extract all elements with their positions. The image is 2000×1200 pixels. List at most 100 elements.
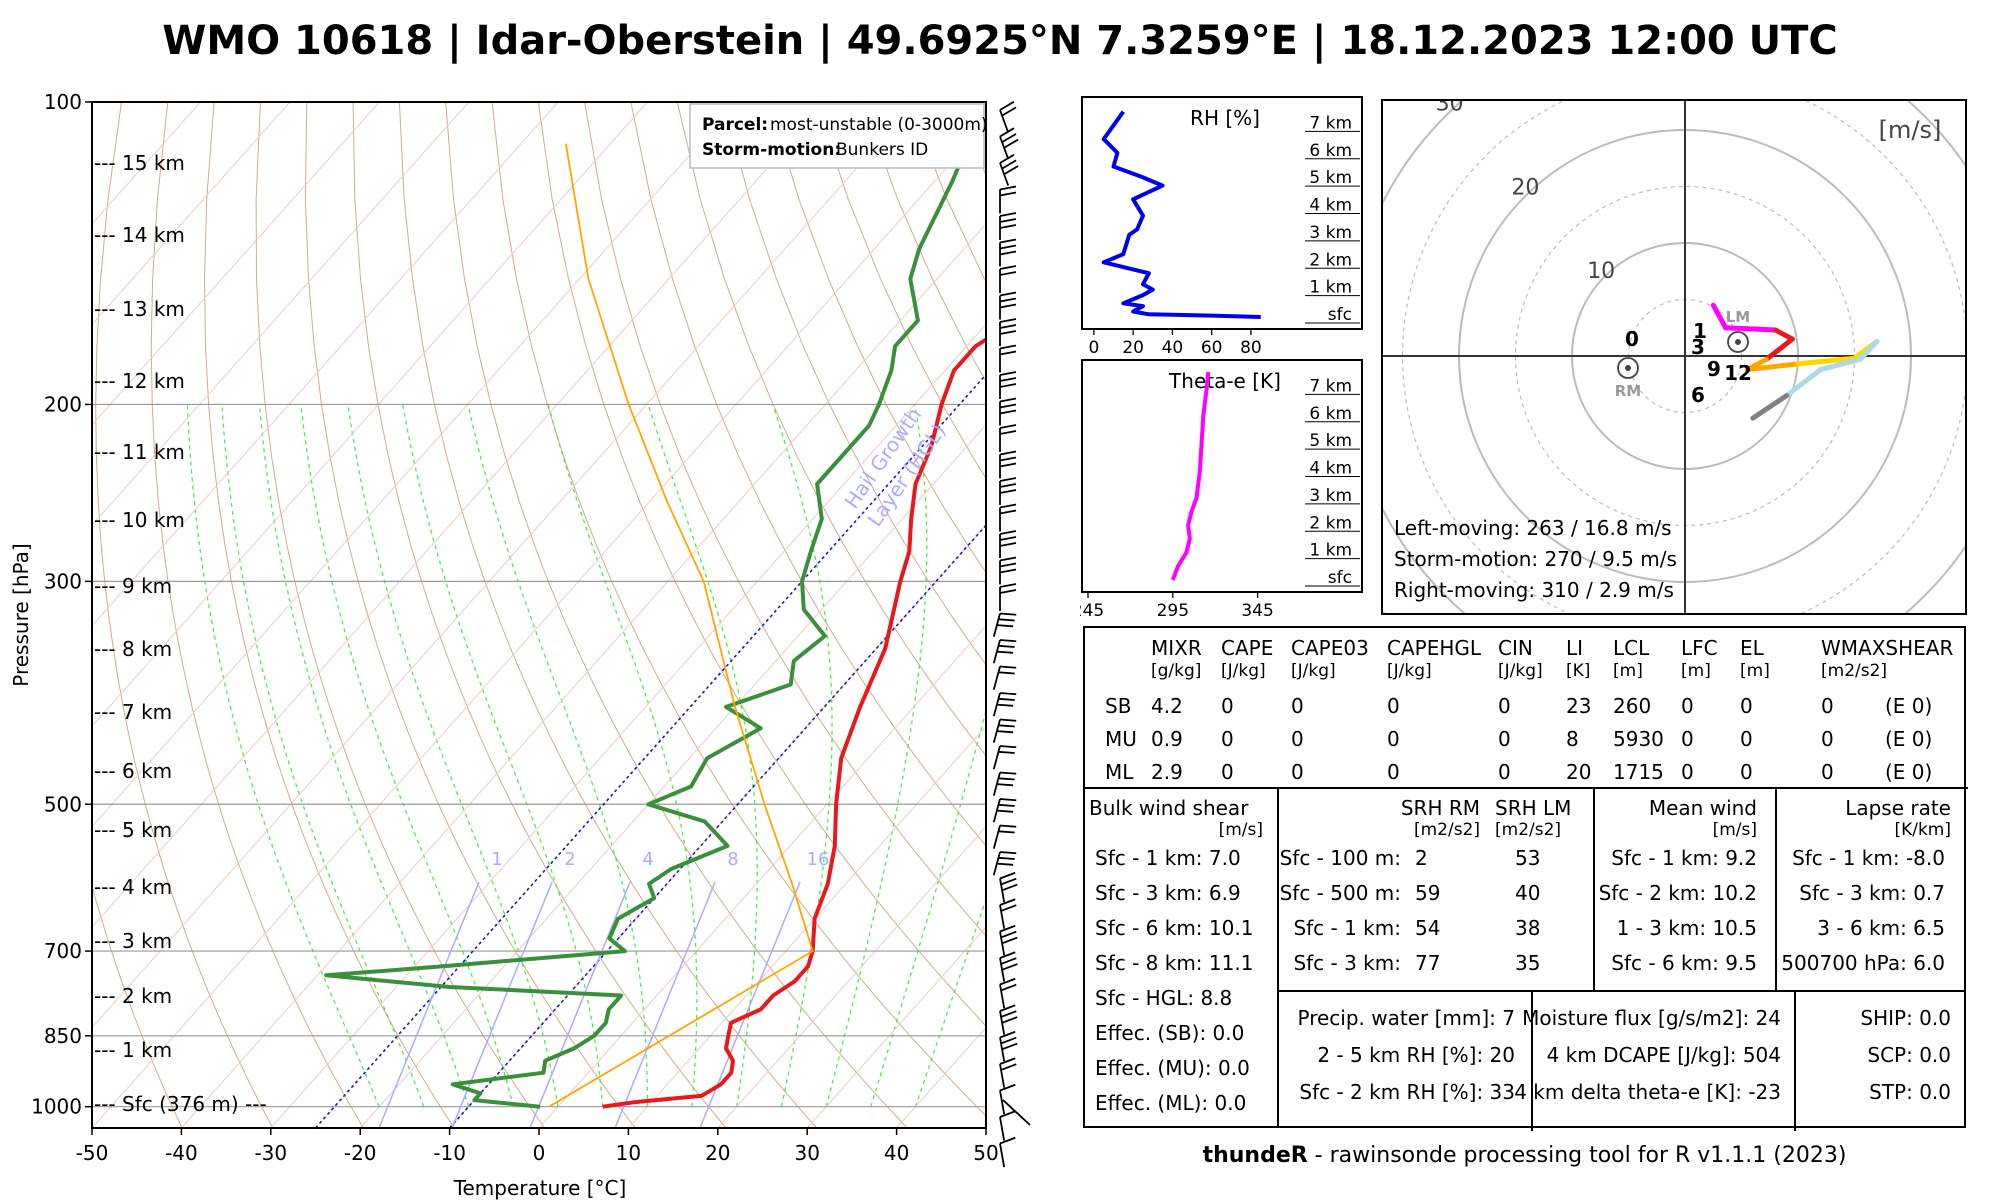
srh-row-label: Sfc - 100 m: xyxy=(1279,846,1401,870)
barb-flag xyxy=(999,1030,1016,1039)
height-label: --- 13 km xyxy=(94,297,185,321)
barb-flag xyxy=(1001,106,1017,117)
x-tick-label: 20 xyxy=(1122,338,1144,358)
hodo-unit: [m/s] xyxy=(1879,116,1942,144)
moist-adiabat xyxy=(221,404,425,1107)
hodo-ring xyxy=(1380,98,1970,618)
barb-flag xyxy=(998,697,1015,701)
y-tick-label: 700 xyxy=(44,939,82,963)
y-tick-label: 1000 xyxy=(31,1095,82,1119)
hodo-ring xyxy=(1382,100,1966,614)
skewt-ylabel: Pressure [hPa] xyxy=(9,543,33,686)
srh-rm-value: 54 xyxy=(1415,916,1441,940)
lapse-row: 3 - 6 km: 6.5 xyxy=(1817,916,1945,940)
barb-staff xyxy=(1002,1099,1031,1126)
wind-barb xyxy=(999,556,1017,585)
wind-barb xyxy=(999,1030,1018,1062)
index-value: 0 xyxy=(1291,694,1304,718)
moist-adiabat xyxy=(914,897,986,1107)
isotherm xyxy=(896,1026,986,1128)
barb-flag xyxy=(999,291,1017,297)
barb-flag xyxy=(996,783,1014,787)
wind-barb xyxy=(999,951,1018,982)
barb-flag xyxy=(999,330,1017,335)
legend-storm-value: Bunkers ID xyxy=(836,140,928,160)
isohume-label: 8 xyxy=(727,849,738,870)
isotherm xyxy=(92,102,291,326)
wind-barb xyxy=(999,153,1019,186)
index-value: 5930 xyxy=(1613,727,1664,751)
wind-barb xyxy=(999,265,1017,293)
isotherm xyxy=(270,323,986,1128)
height-label: --- 4 km xyxy=(94,875,172,899)
mean-row: Sfc - 1 km: 9.2 xyxy=(1611,846,1757,870)
mean-row: Sfc - 6 km: 9.5 xyxy=(1611,951,1757,975)
index-row-label: MU xyxy=(1105,727,1137,751)
barb-flag xyxy=(999,489,1017,494)
index-unit: [m2/s2] xyxy=(1821,661,1888,681)
rh-title: RH [%] xyxy=(1190,106,1260,130)
barb-flag xyxy=(1001,133,1017,143)
barb-flag xyxy=(999,924,1016,933)
dry-adiabat xyxy=(630,102,986,847)
theta-e-panel: Theta-e [K] sfc 1 km 2 km 3 km 4 km 5 km 6 km 7… xyxy=(1080,359,1363,621)
theta-e-title: Theta-e [K] xyxy=(1168,369,1281,393)
height-label: --- 3 km xyxy=(94,929,172,953)
barb-flag xyxy=(996,624,1014,628)
index-value: 4.2 xyxy=(1151,694,1183,718)
x-tick-label: -10 xyxy=(433,1141,466,1165)
height-label: --- 6 km xyxy=(94,759,172,783)
barb-flag xyxy=(999,542,1017,547)
hodograph: 102030400136912LMRM [m/s] Left-moving: 2… xyxy=(1380,98,1970,618)
barb-flag xyxy=(999,350,1017,356)
height-label: --- 9 km xyxy=(94,574,172,598)
wind-barb xyxy=(992,824,1017,849)
barb-staff xyxy=(999,904,1006,929)
srh-lm-value: 35 xyxy=(1515,951,1541,975)
index-unit: [J/kg] xyxy=(1387,661,1432,681)
index-unit: [J/kg] xyxy=(1498,661,1543,681)
hodo-segment xyxy=(1784,367,1824,399)
index-value: 0 xyxy=(1221,727,1234,751)
barb-flag xyxy=(998,724,1015,728)
srh-lm-value: 40 xyxy=(1515,881,1541,905)
bulk-row: Sfc - 1 km: 7.0 xyxy=(1095,846,1241,870)
barb-flag xyxy=(999,1004,1016,1012)
index-header: LCL xyxy=(1613,636,1650,660)
moist-adiabat xyxy=(772,404,833,1107)
hodo-height-marker: 6 xyxy=(1691,383,1705,407)
barb-flag xyxy=(999,324,1017,329)
bulk-row: Sfc - 8 km: 11.1 xyxy=(1095,951,1254,975)
barb-flag xyxy=(999,383,1017,388)
barb-flag xyxy=(1001,1016,1018,1024)
composite-row: STP: 0.0 xyxy=(1869,1080,1951,1104)
height-tick-label: sfc xyxy=(1328,305,1352,325)
barb-flag xyxy=(996,730,1014,734)
barb-flag xyxy=(1000,904,1017,912)
barb-flag xyxy=(999,344,1017,350)
isohume-line xyxy=(451,881,553,1128)
x-tick-label: 40 xyxy=(884,1141,909,1165)
barb-flag xyxy=(999,397,1017,403)
barb-flag xyxy=(999,238,1017,244)
barb-flag xyxy=(1001,159,1017,170)
hodo-height-marker: 0 xyxy=(1625,327,1639,351)
barb-staff xyxy=(999,1143,1006,1168)
legend-parcel-label: Parcel: xyxy=(702,115,768,135)
barb-staff xyxy=(992,666,1001,690)
index-value: 0 xyxy=(1498,694,1511,718)
x-tick-label: 20 xyxy=(705,1141,730,1165)
table-divider xyxy=(1277,787,1279,1128)
hodo-segment xyxy=(1744,361,1801,373)
srh-row-label: Sfc - 1 km: xyxy=(1293,916,1401,940)
index-value: 0 xyxy=(1291,727,1304,751)
series-rh xyxy=(1101,110,1261,319)
barb-flag xyxy=(999,612,1017,616)
indices-table: MIXR [g/kg] CAPE [J/kg] CAPE03 [J/kg] CAPEHGL[… xyxy=(1083,626,1968,1131)
wind-barb xyxy=(992,718,1017,743)
barb-flag xyxy=(999,456,1017,462)
dry-adiabat xyxy=(203,102,455,1128)
footer: thundeR - rawinsonde processing tool for… xyxy=(1083,1143,1966,1168)
isotherm xyxy=(538,625,986,1128)
wind-barb xyxy=(999,898,1017,929)
